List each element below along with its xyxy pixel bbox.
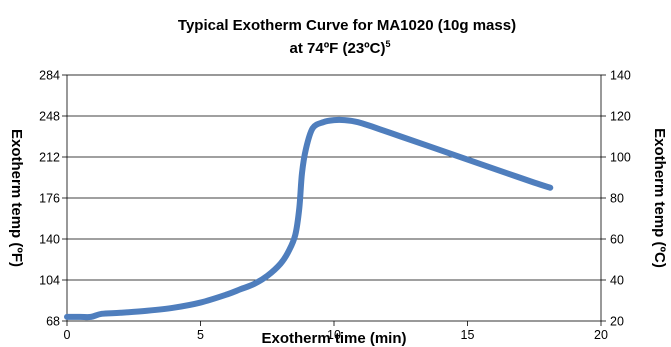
grid-lines xyxy=(67,115,601,281)
y-right-tick-label: 120 xyxy=(610,110,631,124)
y-right-tick-label: 140 xyxy=(610,69,631,83)
x-tick-label: 15 xyxy=(461,328,475,342)
y-axis-right-title: Exotherm temp (ºC) xyxy=(651,128,668,268)
x-tick-label: 20 xyxy=(594,328,608,342)
y-right-tick-label: 100 xyxy=(610,151,631,165)
series-layer xyxy=(64,116,554,321)
chart-title: Typical Exotherm Curve for MA1020 (10g m… xyxy=(178,17,516,34)
y-right-tick-label: 60 xyxy=(610,233,624,247)
y-axis-left-title: Exotherm temp (ºF) xyxy=(8,129,25,267)
y-right-tick-label: 80 xyxy=(610,192,624,206)
chart-subtitle: at 74ºF (23ºC)5 xyxy=(290,39,391,57)
exotherm-series-line xyxy=(64,116,554,321)
x-tick-label: 5 xyxy=(197,328,204,342)
y-right-tick-label: 20 xyxy=(610,315,624,329)
y-left-tick-label: 140 xyxy=(39,233,60,247)
x-tick-label: 0 xyxy=(64,328,71,342)
y-right-tick-label: 40 xyxy=(610,274,624,288)
chart-subtitle-superscript: 5 xyxy=(385,39,390,49)
x-axis-title: Exotherm time (min) xyxy=(261,330,406,347)
x-tick-label: 10 xyxy=(327,328,341,342)
y-left-tick-label: 284 xyxy=(39,69,60,83)
chart-subtitle-text: at 74ºF (23ºC) xyxy=(290,40,386,57)
axis-ticks: 68 104 140 176 212 248 284 20 40 60 80 100 120 140 0 5 1… xyxy=(39,69,631,343)
y-left-tick-label: 212 xyxy=(39,151,60,165)
y-left-tick-label: 176 xyxy=(39,192,60,206)
y-left-tick-label: 68 xyxy=(46,315,60,329)
y-left-tick-label: 248 xyxy=(39,110,60,124)
y-left-tick-label: 104 xyxy=(39,274,60,288)
